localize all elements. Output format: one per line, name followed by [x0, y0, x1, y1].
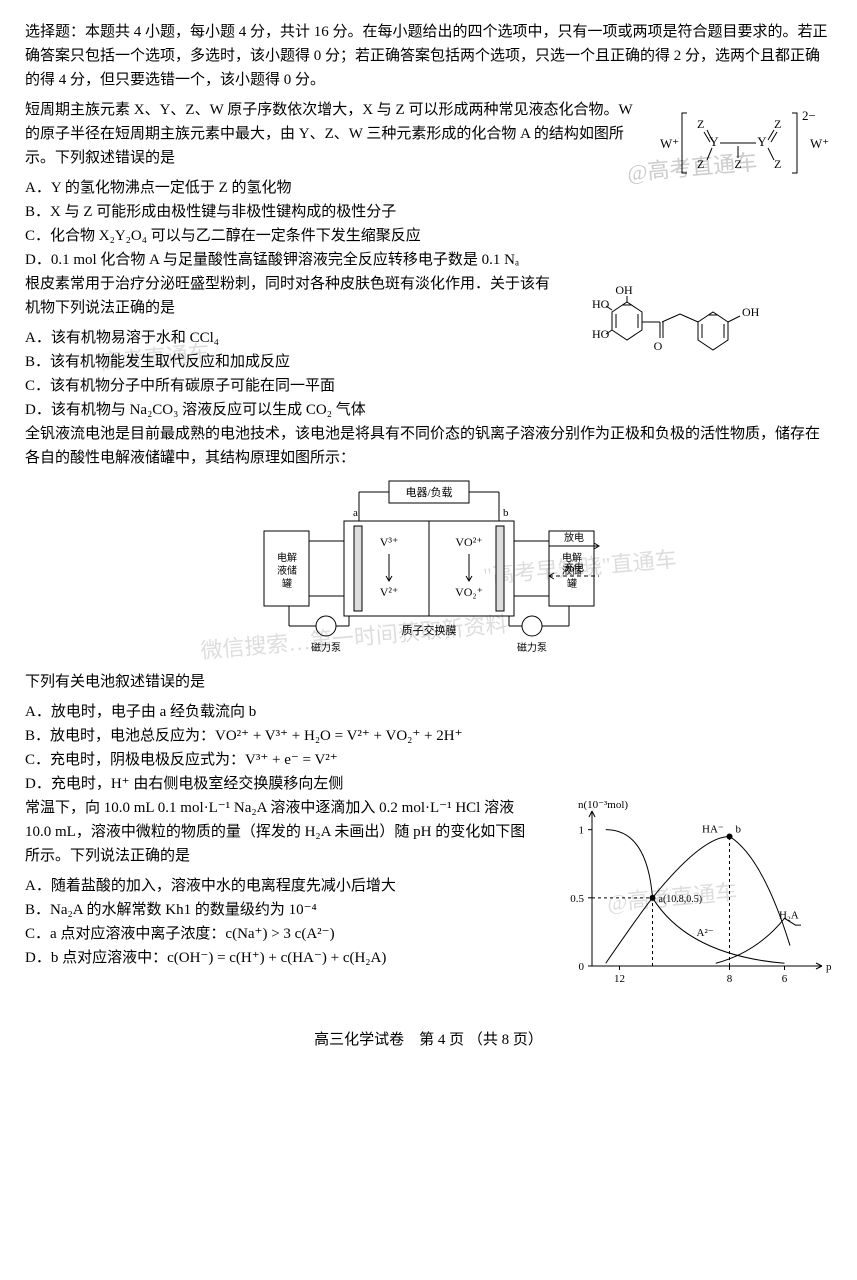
svg-text:8: 8: [727, 973, 733, 985]
svg-text:W⁺: W⁺: [660, 136, 679, 151]
svg-text:n(10⁻³mol): n(10⁻³mol): [578, 799, 628, 811]
page-footer: 高三化学试卷 第 4 页 （共 8 页）: [25, 1028, 832, 1052]
q1-structure-diagram: 2−W⁺W⁺YYZZZZZ: [652, 98, 832, 188]
svg-text:12: 12: [614, 973, 625, 985]
question-3: 全钒液流电池是目前最成熟的电池技术，该电池是将具有不同价态的钒离子溶液分别作为正…: [25, 422, 832, 796]
question-2: HOOHHOOOH 根皮素常用于治疗分泌旺盛型粉刺，同时对各种皮肤色斑有淡化作用…: [25, 272, 832, 422]
svg-text:V²⁺: V²⁺: [379, 585, 398, 599]
svg-text:Y: Y: [757, 134, 767, 149]
svg-text:HO: HO: [592, 297, 610, 311]
q1-option-b: B．X 与 Z 可能形成由极性键与非极性键构成的极性分子: [25, 200, 832, 224]
svg-text:Z: Z: [774, 157, 781, 171]
q3-battery-diagram: 电器/负载ab质子交换膜V³⁺V²⁺VO²⁺VO₂⁺电解液储罐电解液储罐磁力泵磁…: [25, 476, 832, 666]
question-4: pH n(10⁻³mol) 6 8 12 0 0.5 1 A²⁻ HA⁻ H₂A a(10.8,0.5…: [25, 796, 832, 1004]
svg-text:Y: Y: [709, 134, 719, 149]
q1-option-d: D．0.1 mol 化合物 A 与足量酸性高锰酸钾溶液完全反应转移电子数是 0.…: [25, 248, 832, 272]
svg-text:电解: 电解: [277, 551, 297, 564]
svg-text:pH: pH: [826, 961, 832, 973]
svg-text:罐: 罐: [567, 577, 577, 590]
q4-chart: pH n(10⁻³mol) 6 8 12 0 0.5 1 A²⁻ HA⁻ H₂A a(10.8,0.5…: [552, 796, 832, 996]
svg-text:放电: 放电: [564, 531, 584, 544]
q1-option-c: C．化合物 X₂Y₂O₄ 可以与乙二醇在一定条件下发生缩聚反应: [25, 224, 832, 248]
svg-text:A²⁻: A²⁻: [697, 927, 714, 939]
svg-text:VO²⁺: VO²⁺: [455, 535, 482, 549]
svg-text:V³⁺: V³⁺: [379, 535, 398, 549]
svg-text:液储: 液储: [277, 564, 297, 577]
svg-text:磁力泵: 磁力泵: [311, 641, 341, 654]
svg-text:HO: HO: [592, 327, 610, 341]
svg-text:Z: Z: [734, 157, 741, 171]
svg-text:磁力泵: 磁力泵: [517, 641, 547, 654]
q2-option-d: D．该有机物与 Na₂CO₃ 溶液反应可以生成 CO₂ 气体: [25, 398, 832, 422]
svg-text:b: b: [503, 507, 509, 519]
svg-text:HA⁻: HA⁻: [702, 823, 724, 835]
q3-option-a: A．放电时，电子由 a 经负载流向 b: [25, 700, 832, 724]
q3-option-c: C．充电时，阴极电极反应式为：V³⁺ + e⁻ = V²⁺: [25, 748, 832, 772]
svg-text:a: a: [353, 507, 358, 519]
q3-substem: 下列有关电池叙述错误的是: [25, 670, 832, 694]
question-1: 2−W⁺W⁺YYZZZZZ 短周期主族元素 X、Y、Z、W 原子序数依次增大，X…: [25, 98, 832, 272]
svg-text:电器/负载: 电器/负载: [405, 485, 452, 499]
q3-stem: 全钒液流电池是目前最成熟的电池技术，该电池是将具有不同价态的钒离子溶液分别作为正…: [25, 422, 832, 470]
section-instructions: 选择题：本题共 4 小题，每小题 4 分，共计 16 分。在每小题给出的四个选项…: [25, 20, 832, 92]
svg-text:0: 0: [579, 961, 585, 973]
svg-text:6: 6: [782, 973, 788, 985]
svg-text:a(10.8,0.5): a(10.8,0.5): [659, 894, 703, 905]
q3-option-d: D．充电时，H⁺ 由右侧电极室经交换膜移向左侧: [25, 772, 832, 796]
svg-text:1: 1: [579, 825, 585, 837]
svg-text:W⁺: W⁺: [810, 136, 829, 151]
svg-text:OH: OH: [742, 305, 760, 319]
q2-option-c: C．该有机物分子中所有碳原子可能在同一平面: [25, 374, 832, 398]
q3-option-b: B．放电时，电池总反应为：VO²⁺ + V³⁺ + H₂O = V²⁺ + VO…: [25, 724, 832, 748]
svg-text:Z: Z: [697, 117, 704, 131]
svg-text:0.5: 0.5: [570, 893, 584, 905]
svg-text:Z: Z: [774, 117, 781, 131]
svg-text:2−: 2−: [802, 108, 816, 123]
svg-text:VO₂⁺: VO₂⁺: [455, 585, 483, 599]
svg-text:充电: 充电: [564, 561, 584, 574]
svg-text:Z: Z: [697, 157, 704, 171]
svg-text:H₂A: H₂A: [779, 909, 799, 921]
svg-text:罐: 罐: [282, 577, 292, 590]
svg-text:质子交换膜: 质子交换膜: [401, 623, 456, 637]
svg-text:OH: OH: [615, 283, 633, 297]
svg-text:O: O: [654, 339, 663, 353]
q2-structure-diagram: HO OH HO O OH: [572, 272, 832, 372]
svg-text:b: b: [736, 823, 742, 835]
